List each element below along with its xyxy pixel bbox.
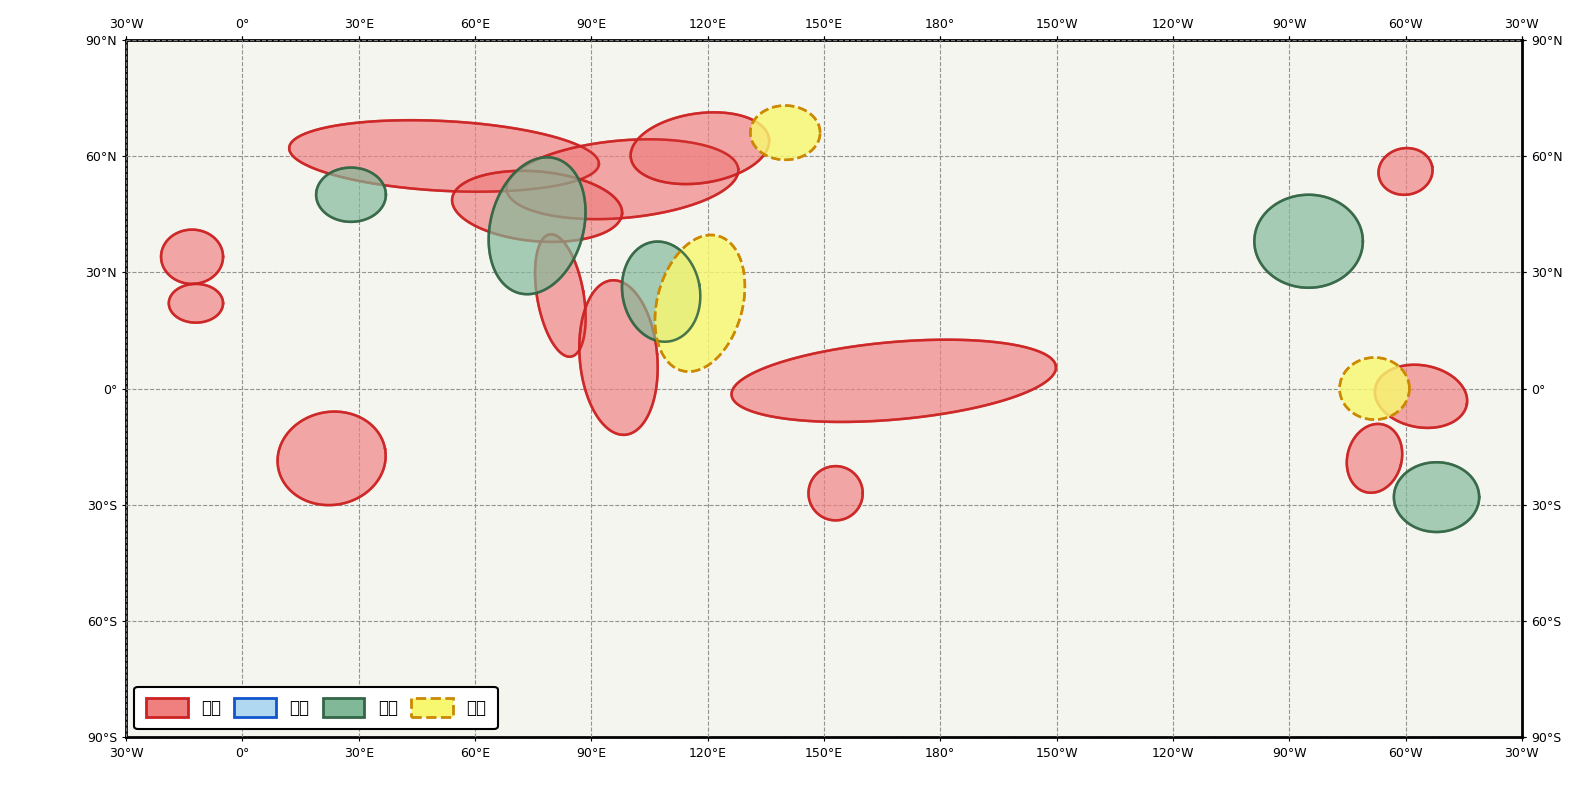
- Polygon shape: [809, 466, 863, 520]
- Polygon shape: [751, 105, 820, 160]
- Polygon shape: [631, 113, 770, 184]
- Polygon shape: [535, 234, 585, 357]
- Polygon shape: [1378, 148, 1432, 195]
- Polygon shape: [506, 140, 738, 219]
- Polygon shape: [169, 284, 222, 323]
- Polygon shape: [579, 280, 658, 435]
- Polygon shape: [1347, 424, 1402, 492]
- Polygon shape: [1394, 462, 1479, 532]
- Polygon shape: [278, 412, 386, 505]
- Polygon shape: [1339, 358, 1410, 419]
- Polygon shape: [1254, 195, 1363, 288]
- Polygon shape: [654, 235, 744, 372]
- Polygon shape: [489, 157, 585, 294]
- Legend: 高温, 低温, 多雨, 少雨: 高温, 低温, 多雨, 少雨: [134, 687, 498, 729]
- Polygon shape: [1375, 365, 1467, 428]
- Polygon shape: [315, 167, 386, 222]
- Polygon shape: [732, 339, 1057, 422]
- Polygon shape: [453, 170, 621, 242]
- Polygon shape: [161, 230, 222, 284]
- Polygon shape: [289, 121, 599, 192]
- Polygon shape: [621, 242, 700, 342]
